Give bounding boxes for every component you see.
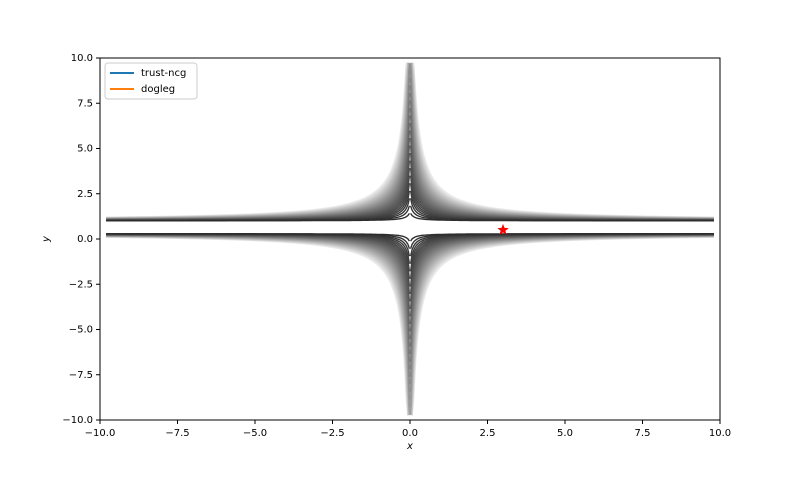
- contour-line: [106, 235, 714, 408]
- contour-line: [106, 234, 714, 325]
- contour-line: [106, 235, 714, 415]
- y-tick-label: −5.0: [69, 325, 93, 336]
- contour-line: [106, 122, 714, 221]
- contour-line: [106, 234, 714, 377]
- y-tick-label: −7.5: [69, 370, 93, 381]
- contour-line: [106, 235, 714, 415]
- x-tick-label: 0.0: [402, 428, 418, 439]
- x-tick-label: −7.5: [165, 428, 189, 439]
- legend-label: trust-ncg: [141, 68, 186, 79]
- contour-line: [106, 160, 714, 221]
- contour-line: [106, 77, 714, 220]
- legend: trust-ncg dogleg: [104, 62, 198, 100]
- y-tick-label: 2.5: [77, 189, 93, 200]
- contour-line: [106, 233, 714, 272]
- contour-line: [106, 152, 714, 221]
- legend-label: dogleg: [141, 84, 175, 95]
- contour-line: [106, 92, 714, 220]
- x-tick-label: 5.0: [557, 428, 573, 439]
- y-tick-label: 5.0: [77, 144, 93, 155]
- contours: [106, 62, 714, 416]
- contour-line: [106, 234, 714, 332]
- contour-line: [106, 234, 714, 385]
- x-tick-label: −10.0: [85, 428, 116, 439]
- x-tick-label: −5.0: [243, 428, 267, 439]
- contour-line: [106, 233, 714, 279]
- contour-line: [106, 233, 714, 302]
- contour-line: [106, 233, 714, 317]
- y-tick-label: 7.5: [77, 98, 93, 109]
- contour-line: [106, 100, 714, 221]
- contour-line: [106, 236, 714, 416]
- contour-line: [106, 233, 714, 242]
- contour-line: [106, 234, 714, 370]
- contour-line: [106, 175, 714, 222]
- x-tick-label: 7.5: [635, 428, 651, 439]
- y-tick-label: 0.0: [77, 234, 93, 245]
- contour-line: [106, 235, 714, 415]
- contour-line: [106, 236, 714, 416]
- y-tick-label: −10.0: [62, 415, 93, 426]
- contour-line: [106, 233, 714, 294]
- contour-line: [106, 85, 714, 220]
- contour-line: [106, 145, 714, 221]
- contour-line: [106, 234, 714, 362]
- contour-line: [106, 137, 714, 221]
- x-tick-label: 2.5: [480, 428, 496, 439]
- x-tick-label: −2.5: [320, 428, 344, 439]
- contour-line: [106, 236, 714, 416]
- x-tick-label: 10.0: [709, 428, 731, 439]
- y-axis-label: y: [41, 235, 52, 243]
- contour-line: [106, 183, 714, 222]
- contour-line: [106, 235, 714, 415]
- x-axis-label: x: [406, 441, 413, 452]
- contour-line: [106, 235, 714, 415]
- contour-line: [106, 233, 714, 310]
- y-tick-label: 10.0: [71, 53, 93, 64]
- contour-line: [106, 235, 714, 415]
- y-tick-label: −2.5: [69, 279, 93, 290]
- minimum-marker: [497, 223, 509, 235]
- contour-line: [106, 236, 714, 416]
- contour-line: [106, 235, 714, 415]
- contour-line: [106, 212, 714, 222]
- contour-line: [106, 130, 714, 221]
- contour-line: [106, 234, 714, 355]
